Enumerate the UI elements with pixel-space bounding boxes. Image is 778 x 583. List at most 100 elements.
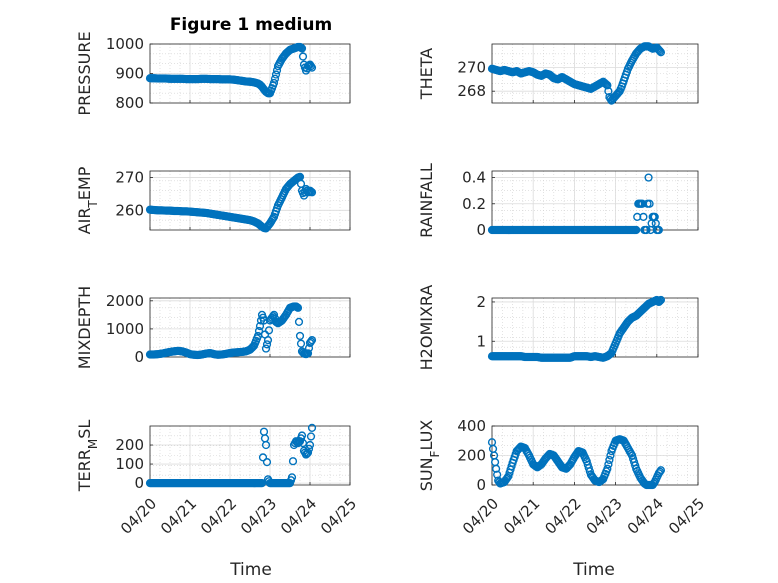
- data-point: [307, 63, 317, 72]
- x-tick-label: 04/22: [541, 495, 584, 538]
- data-point: [604, 460, 613, 469]
- data-point: [654, 297, 663, 307]
- data-point: [642, 225, 651, 235]
- x-axis-label-right: Time: [572, 560, 615, 580]
- data-point: [297, 431, 307, 440]
- data-point: [651, 219, 660, 228]
- data-point: [259, 427, 269, 436]
- x-tick-label: 04/25: [317, 495, 360, 538]
- x-tick-label: 04/20: [459, 495, 502, 538]
- data-point: [304, 444, 314, 453]
- data-point: [654, 225, 663, 235]
- data-point: [306, 62, 316, 71]
- y-tick-label: 200: [457, 447, 486, 465]
- y-axis-label: SUNFLUX: [417, 420, 442, 492]
- data-point: [255, 321, 265, 331]
- data-point: [297, 44, 307, 53]
- data-point: [305, 186, 315, 195]
- data-point: [262, 458, 272, 467]
- y-tick-label: 400: [457, 417, 486, 435]
- panel-0: 800 900 1000 PRESSURE: [75, 31, 351, 116]
- data-point: [601, 79, 610, 88]
- data-point: [293, 303, 303, 312]
- data-point: [655, 467, 664, 476]
- panel-1: 268 270 THETA: [417, 42, 699, 105]
- x-tick-label: 04/20: [117, 495, 160, 538]
- y-tick-label: 200: [115, 436, 144, 454]
- y-tick-label: 2000: [106, 292, 144, 310]
- x-tick-label: 04/22: [197, 495, 240, 538]
- y-tick-label: 2: [476, 293, 486, 311]
- data-point: [303, 349, 313, 358]
- figure-title: Figure 1 medium: [170, 15, 332, 35]
- data-point: [295, 331, 305, 341]
- y-axis-label: PRESSURE: [75, 31, 94, 115]
- y-tick-label: 270: [457, 59, 486, 77]
- data-point: [294, 317, 304, 326]
- data-point: [303, 448, 313, 457]
- x-tick-label: 04/23: [237, 495, 280, 538]
- x-tick-label: 04/21: [157, 495, 200, 538]
- data-point: [262, 340, 272, 349]
- data-point: [604, 87, 613, 96]
- data-point: [254, 326, 264, 336]
- x-tick-label: 04/23: [583, 495, 626, 538]
- y-tick-label: 0: [476, 221, 486, 239]
- x-tick-label: 04/24: [624, 495, 667, 538]
- y-tick-label: 1: [476, 332, 486, 350]
- data-point: [306, 187, 316, 196]
- y-tick-label: 0: [134, 348, 144, 366]
- data-point: [302, 449, 312, 458]
- data-point: [492, 464, 501, 473]
- y-tick-label: 268: [457, 82, 486, 100]
- y-axis-label: TERRMSL: [75, 420, 100, 493]
- data-point: [655, 296, 664, 306]
- data-point: [603, 464, 612, 473]
- data-point: [307, 423, 317, 433]
- axes-box: [491, 43, 699, 104]
- data-point: [263, 336, 273, 345]
- x-tick-label: 04/21: [500, 495, 543, 538]
- data-point: [656, 48, 666, 57]
- data-point: [306, 432, 316, 441]
- data-point: [654, 45, 663, 55]
- data-point: [603, 81, 612, 90]
- data-point: [261, 344, 271, 353]
- data-point: [288, 457, 298, 466]
- data-point: [645, 199, 654, 208]
- data-point: [503, 473, 512, 482]
- y-axis-label: THETA: [417, 48, 436, 100]
- y-tick-label: 900: [115, 65, 144, 83]
- axes-box: [149, 297, 351, 358]
- y-tick-label: 0: [134, 474, 144, 492]
- y-tick-label: 100: [115, 455, 144, 473]
- y-tick-label: 0: [476, 476, 486, 494]
- data-point: [258, 453, 268, 462]
- y-tick-label: 270: [115, 169, 144, 187]
- y-axis-label: MIXDEPTH: [75, 286, 94, 369]
- y-axis-label: H2OMIXRA: [417, 285, 436, 371]
- y-tick-label: 0.4: [462, 169, 486, 187]
- panel-5: 1 2 H2OMIXRA: [417, 285, 699, 371]
- panel-4: 0 1000 2000 MIXDEPTH: [75, 286, 351, 369]
- data-point: [493, 470, 502, 479]
- data-point: [296, 339, 306, 348]
- data-point: [644, 173, 653, 182]
- y-axis-label: RAINFALL: [417, 163, 436, 238]
- data-point: [307, 336, 317, 345]
- data-point: [490, 458, 500, 467]
- y-tick-label: 1000: [106, 320, 144, 338]
- data-point: [269, 310, 279, 319]
- data-point: [656, 295, 666, 305]
- data-point: [656, 466, 666, 475]
- y-tick-label: 260: [115, 201, 144, 219]
- data-point: [307, 188, 317, 197]
- data-point: [632, 225, 641, 235]
- data-point: [270, 74, 280, 83]
- data-point: [639, 212, 648, 221]
- data-point: [306, 337, 316, 346]
- data-point: [264, 326, 274, 335]
